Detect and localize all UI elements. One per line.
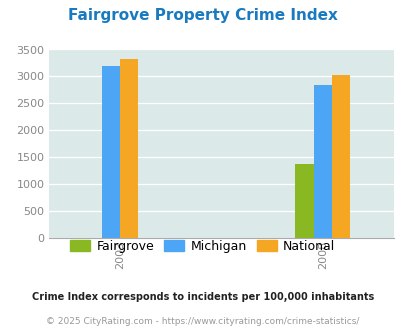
Bar <box>119 59 138 238</box>
Text: © 2025 CityRating.com - https://www.cityrating.com/crime-statistics/: © 2025 CityRating.com - https://www.city… <box>46 317 359 326</box>
Text: Crime Index corresponds to incidents per 100,000 inhabitants: Crime Index corresponds to incidents per… <box>32 292 373 302</box>
Bar <box>313 85 331 238</box>
Legend: Fairgrove, Michigan, National: Fairgrove, Michigan, National <box>65 235 340 258</box>
Bar <box>101 66 119 238</box>
Bar <box>331 75 349 238</box>
Bar <box>294 164 313 238</box>
Text: Fairgrove Property Crime Index: Fairgrove Property Crime Index <box>68 8 337 23</box>
